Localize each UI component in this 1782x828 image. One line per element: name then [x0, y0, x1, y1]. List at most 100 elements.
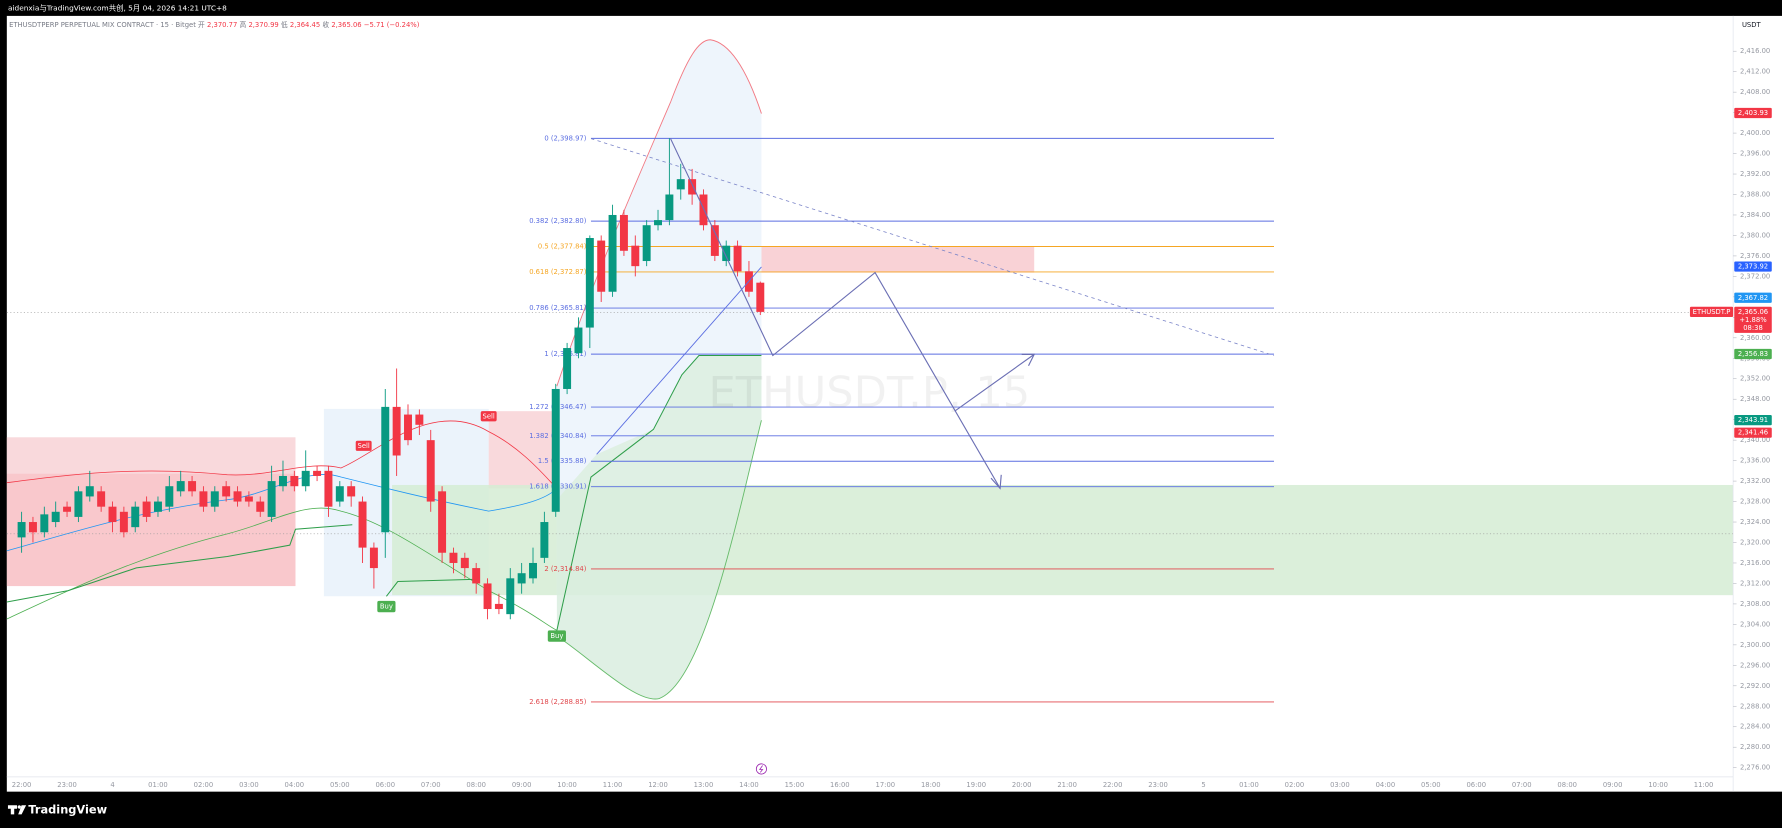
- y-tick-label: 2,304.00: [1740, 620, 1770, 628]
- candle-body: [142, 501, 151, 517]
- x-tick-label: 02:00: [1285, 781, 1305, 789]
- signal-badge: [377, 600, 396, 613]
- ohlc-key: 收: [322, 20, 329, 29]
- candle-body: [267, 481, 276, 517]
- candle-body: [131, 506, 140, 528]
- price-tag-label: 2,373.92: [1738, 263, 1768, 271]
- candle-body: [210, 491, 219, 507]
- event-icon[interactable]: [755, 763, 767, 775]
- x-tick-label: 06:00: [375, 781, 395, 789]
- y-tick-label: 2,312.00: [1740, 579, 1770, 587]
- symbol-tag: [1689, 306, 1734, 318]
- candle-body: [506, 578, 515, 615]
- candle-body: [665, 194, 674, 221]
- candle-body: [153, 501, 162, 512]
- y-tick-label: 2,328.00: [1740, 498, 1770, 506]
- x-tick-label: 07:00: [421, 781, 441, 789]
- candle-body: [642, 225, 651, 262]
- candle-body: [324, 470, 333, 507]
- x-tick-label: 14:00: [739, 781, 759, 789]
- fib-label: 0.5 (2,377.84): [538, 243, 587, 251]
- candle-body: [699, 194, 708, 226]
- x-tick-label: 4: [110, 781, 114, 789]
- x-tick-label: 01:00: [148, 781, 168, 789]
- x-tick-label: 09:00: [1603, 781, 1623, 789]
- candle-body: [17, 522, 26, 538]
- x-tick-label: 02:00: [194, 781, 214, 789]
- y-tick-label: 2,336.00: [1740, 457, 1770, 465]
- candle-body: [85, 486, 94, 497]
- y-tick-label: 2,408.00: [1740, 88, 1770, 96]
- ohlc-key: 开: [198, 21, 205, 29]
- signal-badge: [480, 411, 497, 422]
- watermark: ETHUSDT.P, 15: [709, 368, 1031, 418]
- symbol: ETHUSDTPERP PERPETUAL MIX CONTRACT · 15 …: [9, 21, 196, 29]
- candle-body: [563, 348, 572, 389]
- y-tick-label: 2,340.00: [1740, 436, 1770, 444]
- axis-group: 2,276.00 2,280.00 2,284.00 2,288.00 2,292.00…: [12, 47, 1770, 789]
- y-tick-label: 2,292.00: [1740, 682, 1770, 690]
- x-tick-label: 05:00: [1421, 781, 1441, 789]
- zone-resistance: [761, 246, 1035, 273]
- fib-label: 0 (2,398.97): [544, 134, 586, 142]
- signal-badge: [547, 630, 566, 642]
- candle-body: [392, 406, 401, 456]
- x-tick-label: 06:00: [1466, 781, 1486, 789]
- x-tick-label: 03:00: [1330, 781, 1350, 789]
- candle-body: [97, 491, 106, 507]
- candle-body: [597, 240, 606, 292]
- candle-body: [608, 214, 617, 292]
- trend-line: [6, 354, 762, 631]
- x-tick-label: 15:00: [785, 781, 805, 789]
- x-tick-label: 08:00: [1557, 781, 1577, 789]
- x-tick-label: 04:00: [1376, 781, 1396, 789]
- candle-body: [688, 179, 697, 195]
- candle-body: [40, 514, 49, 533]
- fib-label: 1.5 (2,335.88): [538, 457, 587, 465]
- candle-body: [165, 486, 174, 507]
- price-tag: [1734, 292, 1772, 303]
- current-price-tag: [1734, 306, 1772, 333]
- candle-body: [176, 481, 185, 492]
- x-tick-label: 22:00: [12, 781, 32, 789]
- y-tick-label: 2,360.00: [1740, 334, 1770, 342]
- y-tick-label: 2,380.00: [1740, 231, 1770, 239]
- price-tag: [1734, 261, 1772, 272]
- price-tag: [1734, 427, 1772, 438]
- ohlc-value: 2,364.45: [290, 21, 320, 29]
- candle-body: [415, 414, 424, 425]
- y-tick-label: 2,396.00: [1740, 150, 1770, 158]
- x-tick-label: 23:00: [1148, 781, 1168, 789]
- y-tick-label: 2,332.00: [1740, 477, 1770, 485]
- envelope-lower: [556, 420, 762, 700]
- candle-body: [279, 475, 287, 487]
- current-price-label: 2,365.06: [1738, 308, 1768, 316]
- band-upper: [6, 420, 558, 489]
- price-tag-label: 2,341.46: [1738, 429, 1768, 437]
- arrow: [954, 353, 1036, 412]
- header-title: aidenxia与TradingView.com共创, 5月 04, 2026 …: [8, 4, 227, 13]
- symbol-tag-label: ETHUSDT.P: [1693, 308, 1731, 316]
- candle-body: [199, 491, 208, 507]
- arrow-head: [990, 474, 1002, 490]
- x-tick-label: 08:00: [466, 781, 486, 789]
- price-tag-label: 2,367.82: [1738, 294, 1768, 302]
- y-tick-label: 2,376.00: [1740, 252, 1770, 260]
- price-tag: [1734, 348, 1772, 360]
- y-tick-label: 2,276.00: [1740, 764, 1770, 772]
- candle-body: [313, 470, 322, 476]
- ohlc-key: 低: [281, 20, 288, 29]
- x-tick-label: 03:00: [239, 781, 259, 789]
- y-tick-label: 2,296.00: [1740, 661, 1770, 669]
- legend: ETHUSDTPERP PERPETUAL MIX CONTRACT · 15 …: [9, 20, 420, 29]
- x-tick-label: 10:00: [557, 781, 577, 789]
- ohlc-value: 2,365.06: [331, 21, 361, 29]
- fib-label: 0.786 (2,365.81): [529, 304, 587, 312]
- candle-body: [74, 491, 83, 517]
- candle-body: [585, 238, 594, 328]
- candle-body: [244, 496, 253, 502]
- candle-body: [301, 470, 310, 487]
- y-tick-label: 2,280.00: [1740, 743, 1770, 751]
- candle-body: [449, 552, 458, 563]
